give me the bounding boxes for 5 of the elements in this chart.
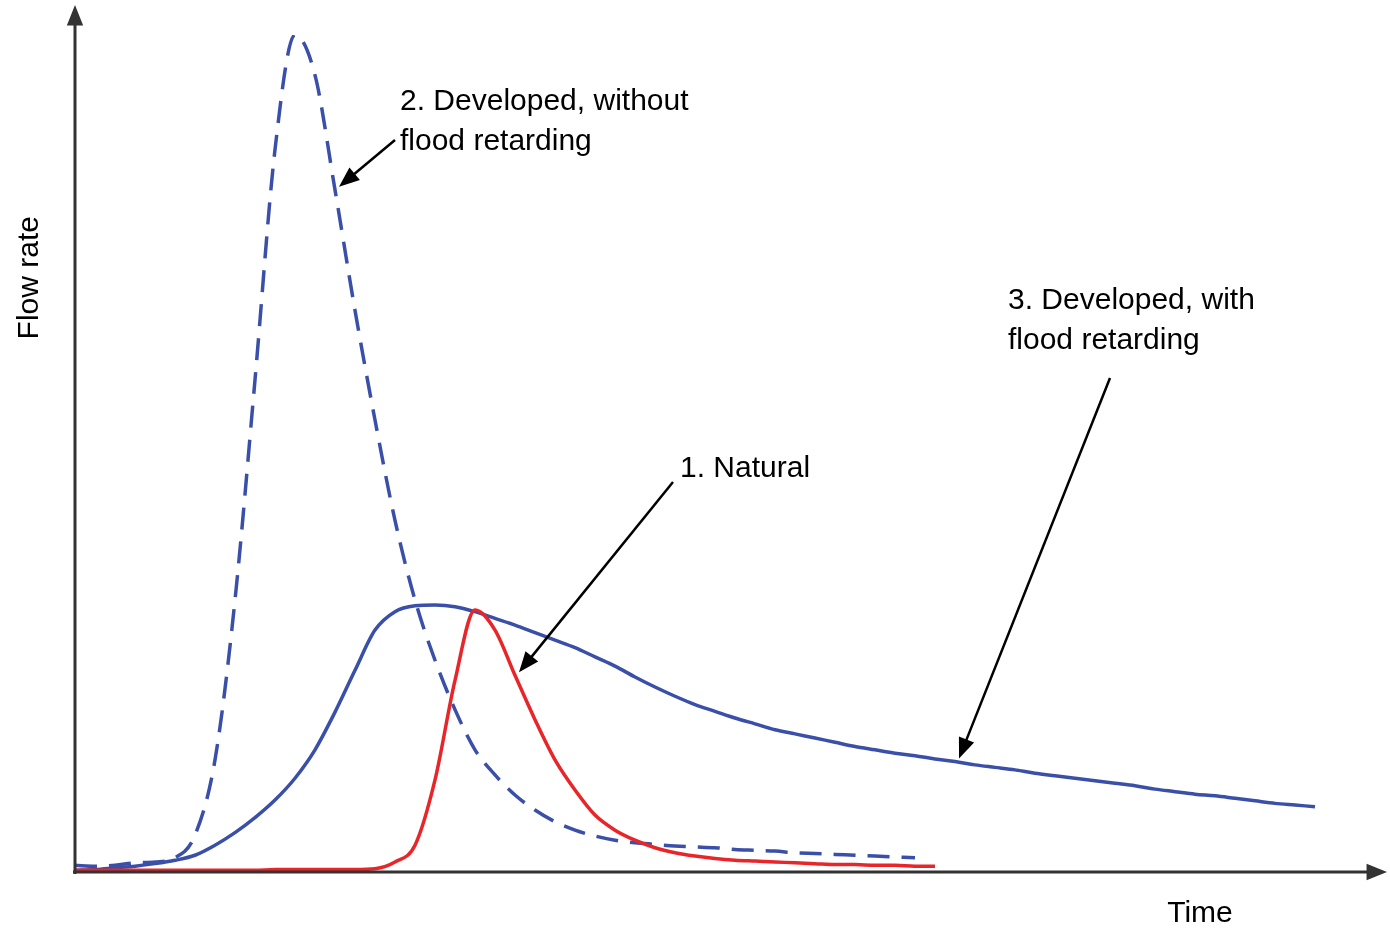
text: 3. Developed, with flood retarding — [1008, 282, 1255, 356]
x-axis-title: Time — [1167, 895, 1233, 929]
y-axis-title: Flow rate — [11, 216, 45, 340]
text: 1. Natural — [680, 450, 811, 484]
text: 2. Developed, without flood retarding — [400, 83, 690, 157]
